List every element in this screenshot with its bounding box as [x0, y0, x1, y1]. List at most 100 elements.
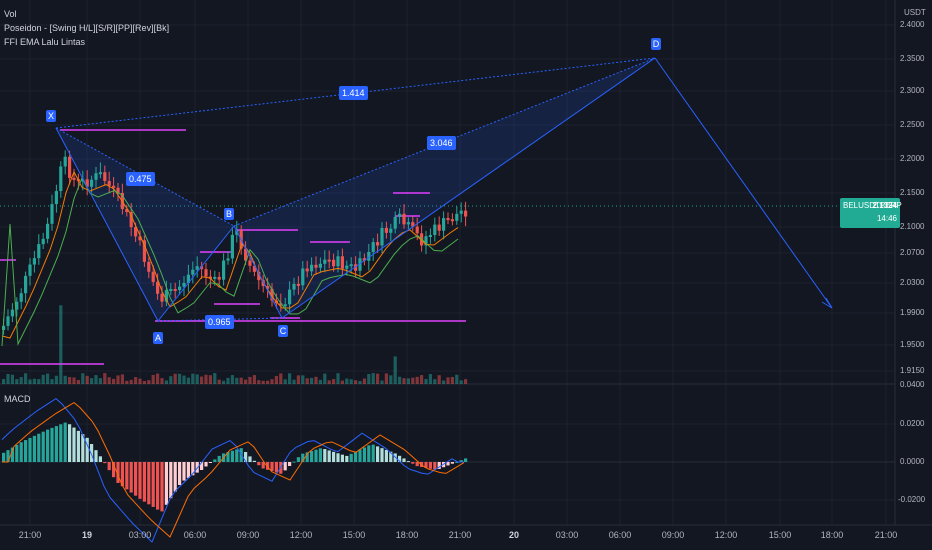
- candle-body: [292, 283, 296, 290]
- macd-histogram-bar: [85, 437, 89, 462]
- macd-histogram-bar: [129, 462, 133, 493]
- candle-body: [376, 242, 380, 246]
- candle-body: [314, 264, 318, 268]
- candle-body: [19, 293, 23, 302]
- candle-body: [296, 283, 300, 286]
- macd-histogram-bar: [274, 462, 278, 473]
- candle-body: [459, 210, 463, 214]
- projection-arrow: [821, 297, 833, 309]
- candle-body: [406, 222, 410, 225]
- candle-body: [230, 234, 234, 259]
- candle-body: [266, 286, 270, 289]
- price-unit: USDT: [904, 8, 926, 17]
- macd-histogram-bar: [464, 458, 468, 462]
- volume-bar: [191, 373, 195, 384]
- volume-bar: [10, 374, 14, 384]
- volume-bar: [301, 375, 305, 384]
- macd-histogram-bar: [10, 447, 14, 462]
- macd-pane: [0, 398, 895, 543]
- volume-bar: [103, 373, 107, 384]
- volume-bar: [248, 376, 252, 384]
- macd-histogram-bar: [354, 451, 358, 462]
- macd-histogram-bar: [345, 455, 349, 462]
- volume-bar: [226, 377, 230, 384]
- pattern-point-d[interactable]: D: [651, 38, 661, 50]
- volume-bar: [112, 378, 116, 384]
- macd-histogram-bar: [376, 446, 380, 462]
- volume-bar: [406, 378, 410, 384]
- candle-body: [323, 259, 327, 264]
- candle-body: [134, 227, 138, 237]
- pattern-point-x[interactable]: X: [46, 110, 56, 122]
- macd-histogram-bar: [54, 426, 58, 462]
- ratio-label-xd[interactable]: 1.414: [339, 86, 368, 100]
- volume-bar: [142, 380, 146, 384]
- candle-body: [358, 258, 362, 271]
- candle-body: [103, 172, 107, 182]
- volume-bar: [252, 375, 256, 384]
- candle-body: [10, 309, 14, 317]
- ratio-label-bd[interactable]: 3.046: [427, 136, 456, 150]
- volume-bar: [151, 374, 155, 384]
- candle-body: [85, 179, 89, 187]
- volume-bar: [244, 379, 248, 384]
- macd-line: [1, 398, 464, 543]
- macd-histogram-bar: [266, 462, 270, 470]
- macd-histogram-bar: [186, 462, 190, 478]
- volume-bar: [19, 377, 23, 384]
- volume-bar: [424, 378, 428, 384]
- macd-histogram-bar: [402, 458, 406, 462]
- volume-bar: [85, 375, 89, 384]
- time-tick: 09:00: [236, 530, 260, 540]
- candle-body: [90, 179, 94, 187]
- volume-bar: [173, 373, 177, 384]
- volume-bar: [28, 379, 32, 384]
- volume-bar: [37, 379, 41, 384]
- volume-bar: [160, 378, 164, 384]
- volume-bar: [318, 379, 322, 384]
- ema-indicator-label[interactable]: FFI EMA Lalu Lintas: [4, 37, 86, 47]
- macd-indicator-label[interactable]: MACD: [4, 394, 31, 404]
- candle-body: [125, 209, 129, 213]
- volume-bar: [459, 380, 463, 384]
- volume-bar: [446, 377, 450, 384]
- macd-histogram-bar: [204, 462, 208, 467]
- volume-bar: [239, 377, 243, 384]
- volume-bar: [59, 305, 63, 384]
- time-tick: 03:00: [128, 530, 152, 540]
- volume-bar: [261, 380, 265, 384]
- macd-histogram-bar: [301, 453, 305, 462]
- candle-body: [288, 289, 292, 305]
- macd-histogram-bar: [134, 462, 138, 496]
- candle-body: [15, 301, 19, 310]
- macd-histogram-bar: [305, 452, 309, 462]
- last-price-tag: BELUSDTPERP 2.1324 14:46: [840, 198, 902, 228]
- macd-tick: 0.0200: [900, 419, 925, 428]
- candle-body: [182, 283, 186, 287]
- volume-bar: [310, 377, 314, 384]
- volume-indicator-label[interactable]: Vol: [4, 9, 17, 19]
- time-tick: 19: [81, 530, 93, 540]
- macd-histogram-bar: [358, 449, 362, 462]
- pattern-point-c[interactable]: C: [278, 325, 288, 337]
- time-tick: 21:00: [18, 530, 42, 540]
- candle-body: [173, 289, 177, 292]
- poseidon-indicator-label[interactable]: Poseidon - [Swing H/L][S/R][PP][Rev][Bk]: [4, 23, 170, 33]
- ratio-label-xb[interactable]: 0.475: [126, 172, 155, 186]
- time-tick: 21:00: [448, 530, 472, 540]
- ema-fast-line: [1, 170, 459, 339]
- candle-body: [270, 288, 274, 301]
- volume-bar: [107, 377, 111, 384]
- xa-leg: [55, 127, 159, 322]
- volume-bar: [116, 375, 120, 384]
- ratio-label-ac[interactable]: 0.965: [205, 315, 234, 329]
- macd-histogram-bar: [226, 452, 230, 462]
- macd-histogram-bar: [112, 462, 116, 478]
- time-tick: 12:00: [714, 530, 738, 540]
- volume-bar: [389, 375, 393, 384]
- volume-bar: [345, 378, 349, 384]
- volume-bar: [371, 373, 375, 384]
- pattern-point-a[interactable]: A: [153, 332, 163, 344]
- pattern-point-b[interactable]: B: [224, 208, 234, 220]
